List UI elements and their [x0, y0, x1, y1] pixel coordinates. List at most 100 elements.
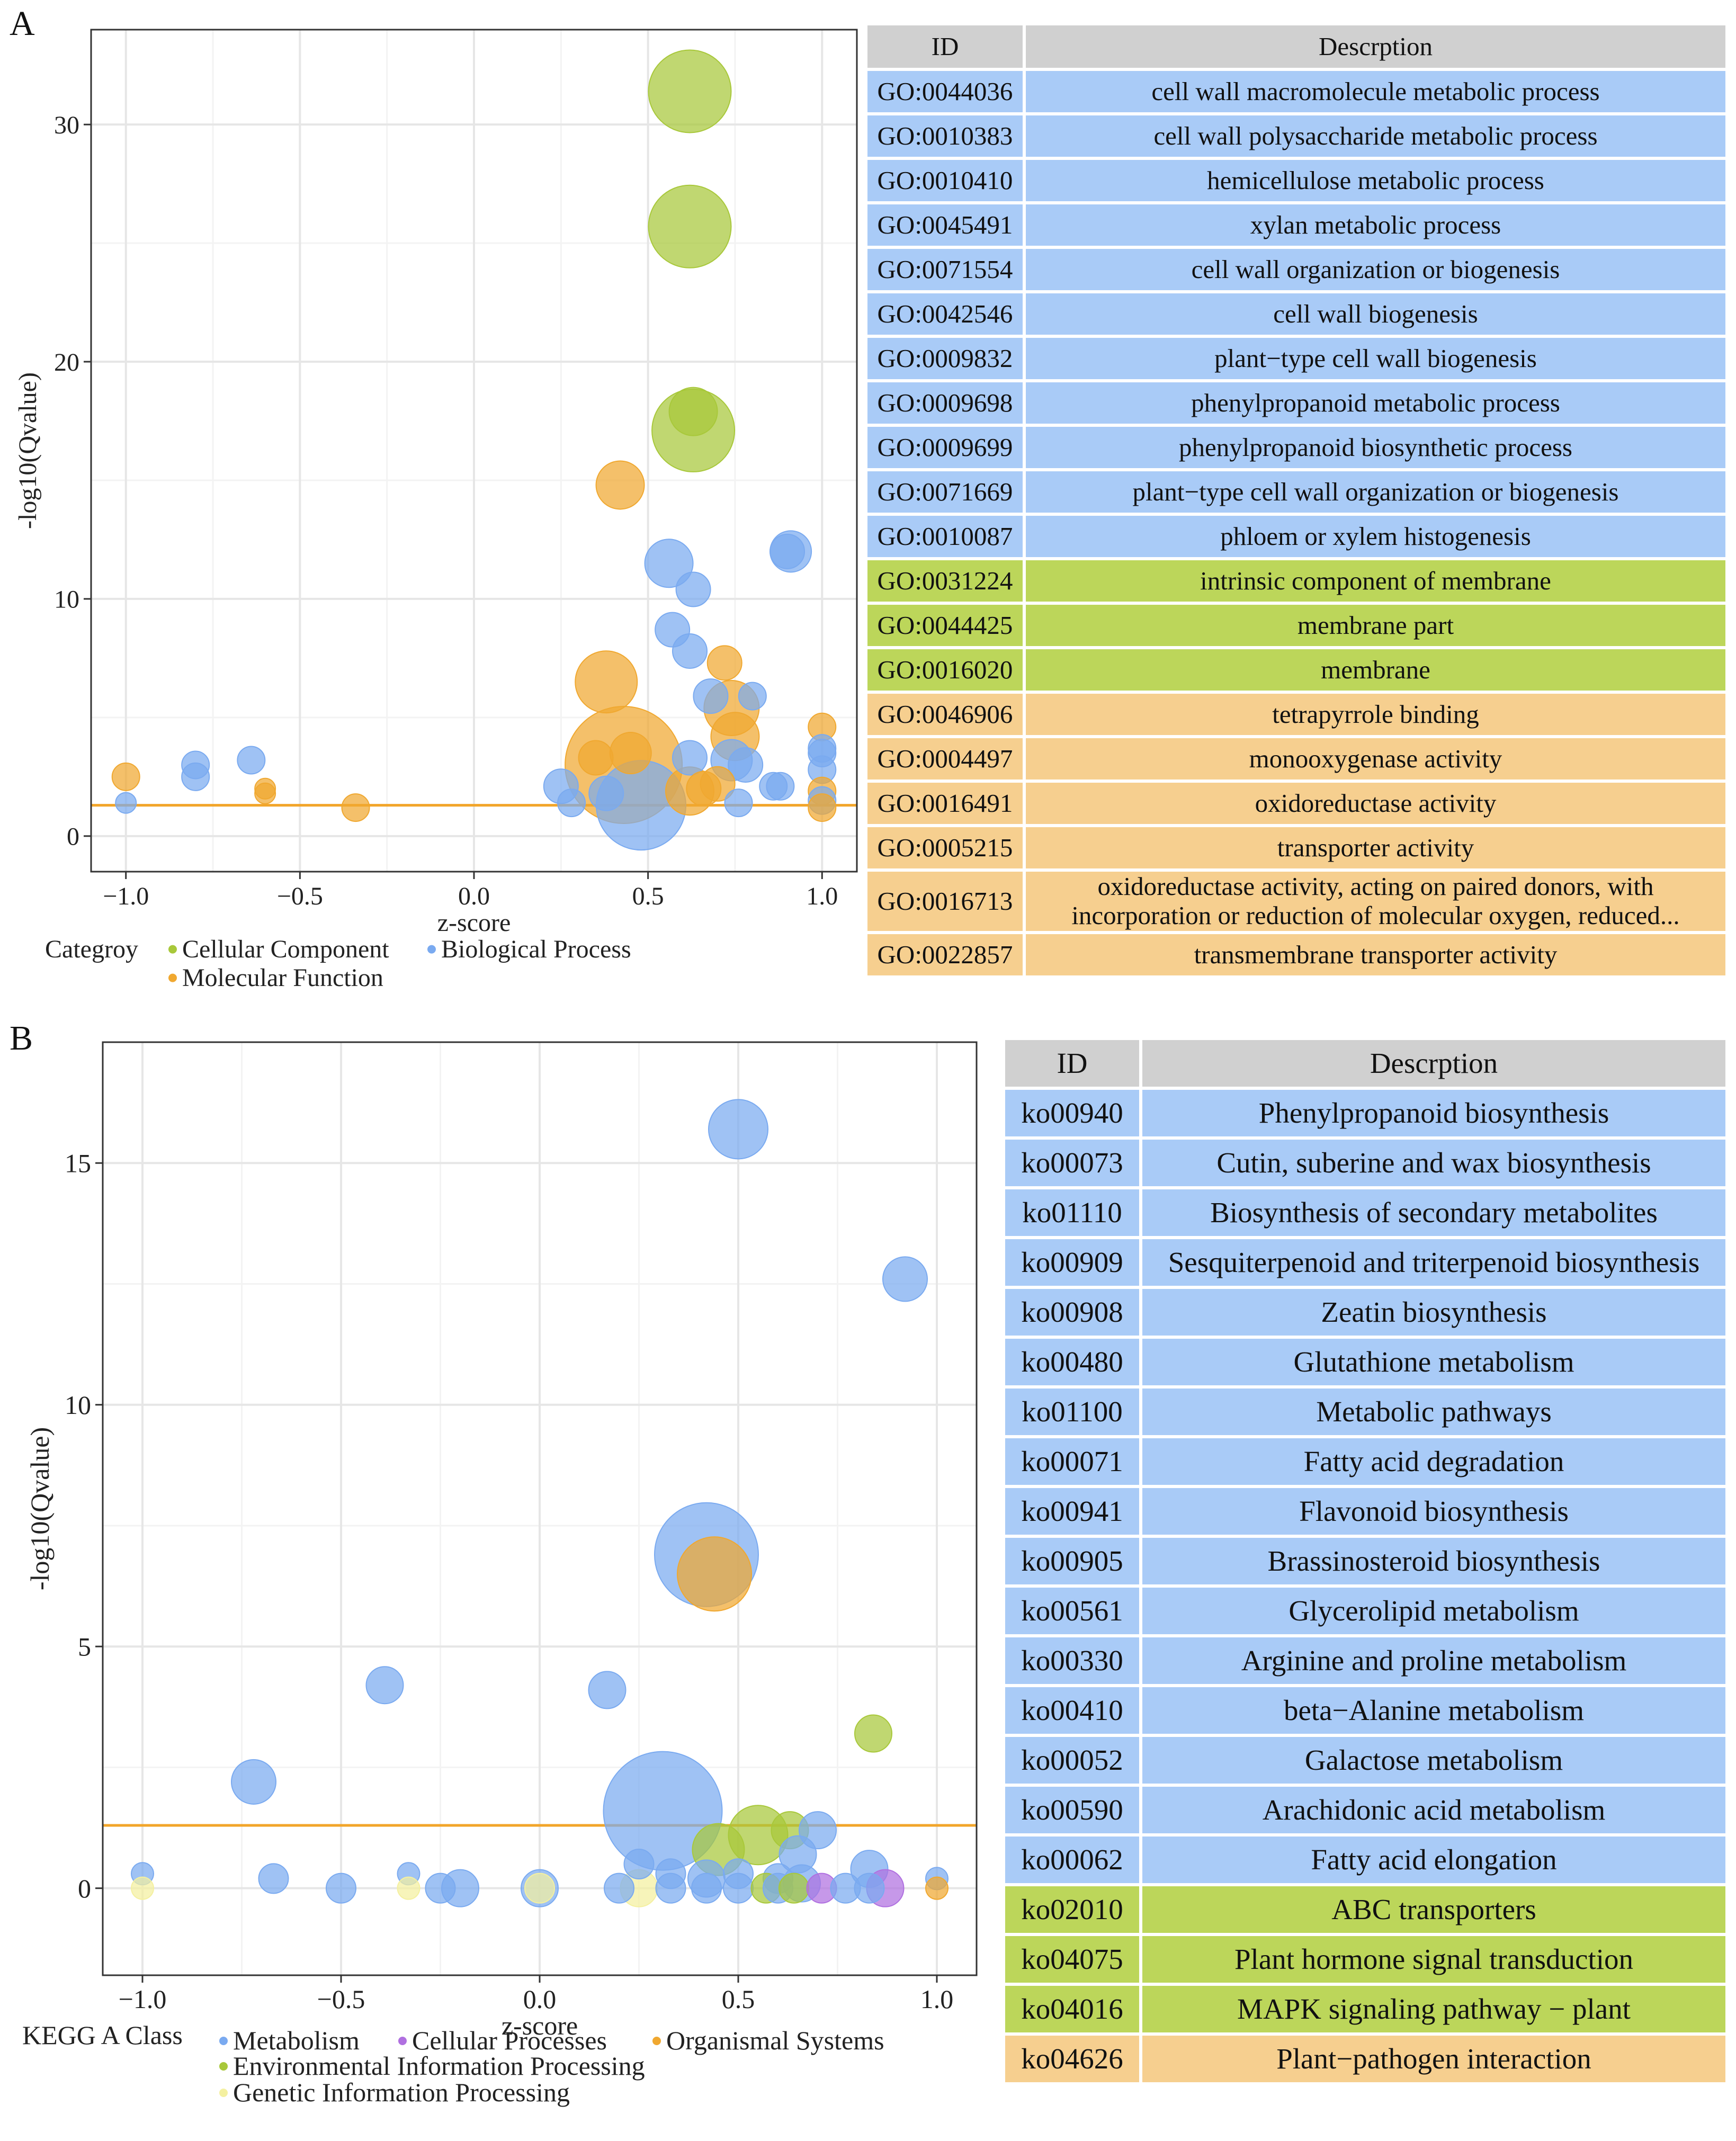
bubble-point — [181, 762, 210, 791]
table-a-header-description: Descrption — [1026, 25, 1725, 68]
x-tick-label: −1.0 — [119, 1984, 167, 2014]
bubble-point — [131, 1876, 154, 1900]
table-row: ko00480 Glutathione metabolism — [1005, 1339, 1725, 1385]
x-tick-label: 0.0 — [458, 882, 490, 910]
row-id: ko00330 — [1005, 1637, 1139, 1684]
bubble-point — [691, 1873, 722, 1904]
bubble-point — [111, 762, 140, 791]
x-tick-label: −0.5 — [317, 1984, 365, 2014]
bubble-point — [708, 1099, 768, 1160]
row-description: Plant hormone signal transduction — [1142, 1936, 1725, 1983]
table-row: ko00908 Zeatin biosynthesis — [1005, 1289, 1725, 1336]
row-description: transporter activity — [1026, 827, 1725, 868]
row-description: Glycerolipid metabolism — [1142, 1588, 1725, 1634]
row-id: GO:0010087 — [867, 516, 1023, 557]
bubble-point — [595, 460, 645, 510]
table-row: ko00590 Arachidonic acid metabolism — [1005, 1787, 1725, 1833]
bubble-point — [623, 1849, 655, 1880]
bubble-point — [575, 650, 638, 714]
bubble-point — [693, 678, 729, 714]
row-id: ko00410 — [1005, 1687, 1139, 1734]
plot-frame — [102, 1041, 978, 1976]
x-tick-label: 0.0 — [523, 1984, 557, 2014]
row-description: Cutin, suberine and wax biosynthesis — [1142, 1140, 1725, 1186]
table-b-header-description: Descrption — [1142, 1040, 1725, 1087]
row-description: xylan metabolic process — [1026, 204, 1725, 246]
bubble-point — [588, 1671, 627, 1709]
y-tick-label: 5 — [78, 1632, 91, 1662]
table-row: ko00071 Fatty acid degradation — [1005, 1438, 1725, 1485]
x-axis-title: z-score — [502, 2011, 578, 2040]
row-description: phenylpropanoid metabolic process — [1026, 382, 1725, 424]
row-description: hemicellulose metabolic process — [1026, 160, 1725, 201]
bubble-point — [425, 1873, 456, 1904]
y-tick-label: 15 — [65, 1149, 91, 1178]
row-id: GO:0071554 — [867, 249, 1023, 290]
legend-dot — [219, 2089, 228, 2097]
legend-dot — [168, 973, 177, 982]
table-row: GO:0044036 cell wall macromolecule metabo… — [867, 71, 1725, 112]
row-id: GO:0042546 — [867, 293, 1023, 335]
x-tick-label: 1.0 — [920, 1984, 954, 2014]
row-description: phloem or xylem histogenesis — [1026, 516, 1725, 557]
row-description: cell wall biogenesis — [1026, 293, 1725, 335]
legend-dot — [427, 945, 436, 954]
row-description: cell wall macromolecule metabolic proces… — [1026, 71, 1725, 112]
legend-entry: Environmental Information Processing — [233, 2051, 645, 2081]
row-id: GO:0005215 — [867, 827, 1023, 868]
bubble-point — [728, 747, 764, 783]
y-tick-label: 0 — [78, 1874, 91, 1903]
x-tick-label: 0.5 — [632, 882, 664, 910]
row-id: GO:0071669 — [867, 471, 1023, 513]
row-id: GO:0022857 — [867, 934, 1023, 975]
bubble-point — [766, 772, 795, 801]
row-description: Plant−pathogen interaction — [1142, 2036, 1725, 2082]
table-row: ko04075 Plant hormone signal transduction — [1005, 1936, 1725, 1983]
bubble-point — [644, 539, 694, 588]
row-id: ko02010 — [1005, 1886, 1139, 1933]
table-b-header-id: ID — [1005, 1040, 1139, 1087]
row-id: GO:0031224 — [867, 560, 1023, 602]
row-description: Galactose metabolism — [1142, 1737, 1725, 1784]
bubble-point — [724, 789, 753, 818]
table-row: GO:0071554 cell wall organization or biog… — [867, 249, 1725, 290]
row-id: ko00941 — [1005, 1488, 1139, 1535]
row-description: intrinsic component of membrane — [1026, 560, 1725, 602]
bubble-point — [925, 1876, 948, 1900]
bubble-point — [237, 746, 266, 775]
row-description: membrane part — [1026, 605, 1725, 646]
table-row: GO:0009832 plant−type cell wall biogenesi… — [867, 338, 1725, 379]
row-description: beta−Alanine metabolism — [1142, 1687, 1725, 1734]
row-description: Fatty acid elongation — [1142, 1837, 1725, 1883]
row-id: GO:0044425 — [867, 605, 1023, 646]
bubble-point — [341, 793, 370, 822]
row-id: GO:0010410 — [867, 160, 1023, 201]
legend-title: KEGG A Class — [22, 2020, 183, 2050]
row-description: Glutathione metabolism — [1142, 1339, 1725, 1385]
table-row: ko00909 Sesquiterpenoid and triterpenoid … — [1005, 1239, 1725, 1286]
legend-entry: Cellular Component — [182, 935, 389, 963]
bubble-point — [672, 633, 708, 669]
row-description: Arachidonic acid metabolism — [1142, 1787, 1725, 1833]
legend-entry: Organismal Systems — [666, 2026, 884, 2055]
row-description: ABC transporters — [1142, 1886, 1725, 1933]
bubble-point — [258, 1863, 289, 1894]
row-id: ko04016 — [1005, 1986, 1139, 2032]
bubble-point — [706, 645, 742, 681]
table-row: GO:0016713 oxidoreductase activity, actin… — [867, 872, 1725, 931]
row-description: MAPK signaling pathway − plant — [1142, 1986, 1725, 2032]
row-id: GO:0016713 — [867, 872, 1023, 931]
bubble-point — [604, 1873, 634, 1904]
row-description: membrane — [1026, 649, 1725, 691]
bubble-point — [231, 1759, 276, 1805]
legend-title: Categroy — [45, 935, 138, 963]
bubble-point — [723, 1873, 754, 1904]
plot-area: −1.0 −0.5 0.0 0.5 1.0 0 5 10 15 — [65, 1041, 978, 2014]
row-id: GO:0010383 — [867, 115, 1023, 157]
bubble-point — [365, 1666, 404, 1705]
legend-entry: Metabolism — [233, 2026, 360, 2055]
table-row: ko00905 Brassinosteroid biosynthesis — [1005, 1538, 1725, 1584]
bubble-point — [675, 571, 711, 607]
legend-dot — [219, 2062, 228, 2071]
